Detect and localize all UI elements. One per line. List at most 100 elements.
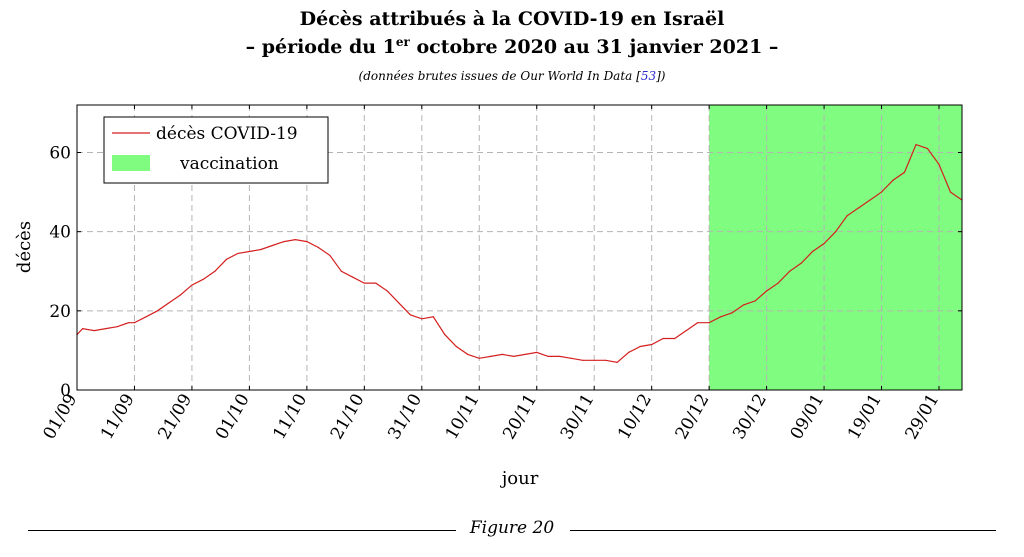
data-point: [260, 248, 262, 251]
data-point: [616, 361, 618, 363]
x-tick-label: 29/01: [902, 391, 944, 443]
data-point: [938, 163, 940, 165]
data-point: [708, 322, 710, 324]
data-point: [823, 242, 825, 245]
data-point: [720, 316, 722, 318]
x-tick-label: 21/10: [327, 391, 369, 443]
data-point: [834, 231, 837, 233]
x-tick-label: 01/10: [212, 391, 254, 443]
data-point: [191, 284, 193, 286]
caption-rule-right: [570, 530, 996, 531]
data-point: [133, 322, 136, 324]
x-tick-label: 31/10: [384, 391, 426, 443]
data-point: [375, 282, 377, 284]
data-point: [444, 333, 446, 336]
data-point: [156, 310, 159, 312]
data-point: [386, 290, 388, 292]
data-point: [547, 355, 549, 357]
data-point: [225, 258, 228, 260]
data-point: [926, 147, 929, 150]
y-tick-label: 0: [60, 381, 71, 401]
data-point: [766, 290, 768, 292]
y-tick-label: 20: [49, 302, 71, 322]
data-point: [93, 330, 95, 332]
x-tick-label: 20/11: [499, 391, 541, 443]
data-point: [743, 304, 745, 306]
data-point: [421, 318, 423, 320]
data-point: [754, 300, 756, 302]
subtitle-end: ]): [656, 69, 666, 83]
data-point: [524, 353, 526, 355]
data-point: [432, 316, 434, 318]
data-point: [903, 171, 906, 173]
data-point: [605, 359, 607, 361]
caption-rule-left: [28, 530, 456, 531]
data-point: [409, 314, 411, 316]
data-point: [915, 143, 917, 146]
y-tick-label: 40: [49, 223, 71, 243]
x-tick-label: 19/01: [844, 391, 886, 443]
data-point: [202, 278, 205, 280]
title-superscript: er: [395, 35, 410, 49]
data-point: [145, 316, 147, 318]
x-tick-label: 20/12: [672, 391, 714, 443]
y-tick-label: 60: [49, 144, 71, 164]
data-point: [179, 294, 182, 296]
data-point: [490, 355, 492, 357]
chart-title-line-2: – période du 1er octobre 2020 au 31 janv…: [0, 36, 1024, 58]
data-point: [811, 250, 814, 253]
data-point: [105, 328, 107, 330]
data-point: [352, 276, 354, 278]
data-point: [128, 322, 130, 324]
data-point: [892, 179, 894, 181]
data-point: [317, 246, 319, 249]
subtitle-text: (données brutes issues de Our World In D…: [358, 69, 641, 83]
reference-link[interactable]: 53: [640, 69, 657, 83]
data-point: [168, 302, 170, 304]
data-point: [501, 353, 503, 355]
data-point: [82, 328, 84, 330]
x-tick-label: 11/09: [97, 391, 139, 443]
data-point: [116, 326, 118, 328]
data-point: [731, 312, 733, 314]
data-point: [697, 322, 699, 324]
x-tick-label: 11/10: [269, 391, 311, 443]
data-point: [559, 355, 561, 357]
data-point: [582, 359, 584, 361]
data-point: [628, 351, 630, 353]
data-point: [593, 359, 595, 361]
data-point: [536, 351, 538, 353]
data-point: [340, 270, 342, 272]
data-point: [685, 330, 687, 332]
x-tick-label: 09/01: [787, 391, 829, 443]
data-point: [237, 252, 239, 255]
x-tick-label: 30/11: [557, 391, 599, 443]
legend-box: [103, 116, 329, 184]
data-point: [777, 282, 779, 284]
data-point: [639, 345, 641, 348]
data-point: [662, 337, 664, 340]
data-point: [363, 282, 365, 284]
data-point: [283, 240, 285, 243]
data-point: [570, 357, 572, 359]
data-point: [788, 270, 791, 272]
data-point: [846, 215, 848, 217]
data-point: [651, 343, 653, 346]
x-axis-label: jour: [500, 468, 539, 489]
data-point: [467, 353, 469, 355]
chart-subtitle: (données brutes issues de Our World In D…: [0, 69, 1024, 83]
data-point: [398, 302, 400, 304]
data-point: [880, 191, 883, 193]
data-point: [513, 355, 515, 357]
figure-caption: Figure 20: [469, 518, 555, 538]
data-point: [674, 337, 676, 340]
x-tick-label: 10/12: [614, 391, 656, 443]
legend-fill-swatch: [112, 155, 150, 171]
x-tick-label: 10/11: [442, 390, 484, 442]
data-point: [800, 262, 802, 264]
data-point: [294, 238, 296, 241]
x-tick-label: 21/09: [154, 391, 196, 443]
data-point: [949, 191, 952, 193]
title-line2-start: – période du 1: [245, 36, 396, 58]
